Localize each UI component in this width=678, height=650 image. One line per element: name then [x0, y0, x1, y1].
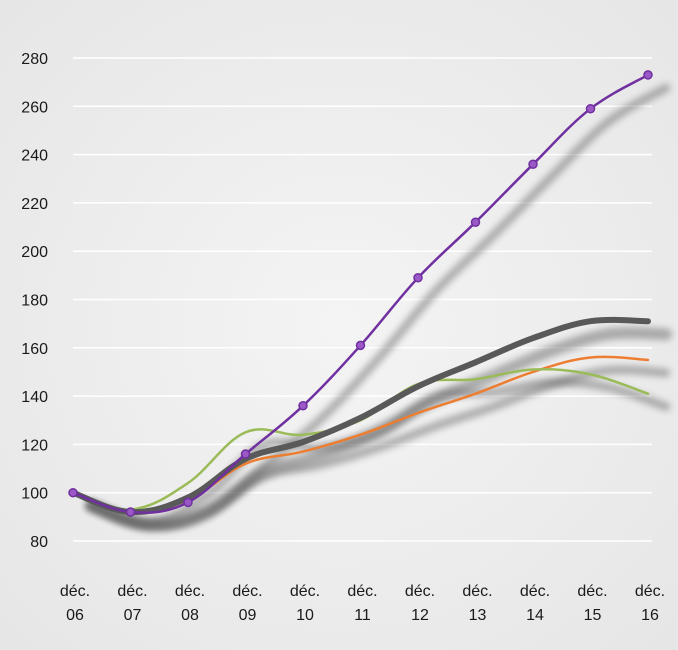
x-tick-label: déc. 07 [117, 583, 147, 624]
data-point-marker [355, 340, 366, 351]
gridline-shadows [98, 74, 672, 563]
data-point-marker [585, 103, 596, 114]
x-tick-label: déc. 15 [577, 583, 607, 624]
x-tick-label: déc. 16 [635, 583, 665, 624]
y-tick-label: 260 [21, 99, 48, 116]
y-tick-label: 80 [30, 534, 48, 551]
y-tick-label: 220 [21, 196, 48, 213]
data-point-marker [68, 487, 78, 498]
series-line [70, 316, 651, 516]
data-point-marker [643, 70, 653, 80]
y-tick-label: 200 [21, 244, 48, 261]
x-tick-label: déc. 14 [520, 583, 550, 624]
series-shadow [86, 83, 671, 530]
x-axis-tick-labels: déc. 06 déc. 07 déc. 08 déc. 09 déc. 10 déc. 11 déc.… [60, 583, 665, 624]
data-point-marker [298, 401, 308, 411]
data-point-marker [183, 497, 193, 508]
data-point-marker [125, 507, 136, 517]
data-point-marker [240, 449, 251, 459]
x-tick-label: déc. 12 [405, 583, 435, 624]
x-tick-label: déc. 10 [290, 583, 320, 624]
x-tick-label: déc. 11 [347, 583, 377, 624]
y-tick-label: 180 [21, 293, 48, 310]
y-tick-label: 280 [21, 51, 48, 68]
data-point-marker [528, 159, 538, 170]
y-axis-tick-labels: 80 100 120 140 160 180 200 220 240 260 280 [21, 51, 48, 551]
x-tick-label: déc. 13 [462, 583, 492, 624]
data-point-marker [470, 217, 481, 227]
x-tick-label: déc. 08 [175, 583, 205, 624]
x-tick-label: déc. 06 [60, 583, 90, 624]
series-markers [68, 70, 653, 517]
y-tick-label: 100 [21, 486, 48, 503]
y-tick-label: 120 [21, 437, 48, 454]
x-tick-label: déc. 09 [232, 583, 262, 624]
y-tick-label: 160 [21, 341, 48, 358]
y-tick-label: 140 [21, 389, 48, 406]
y-tick-label: 240 [21, 148, 48, 165]
data-point-marker [413, 273, 423, 283]
series-shadows [85, 83, 672, 532]
series-shadow [85, 326, 672, 532]
